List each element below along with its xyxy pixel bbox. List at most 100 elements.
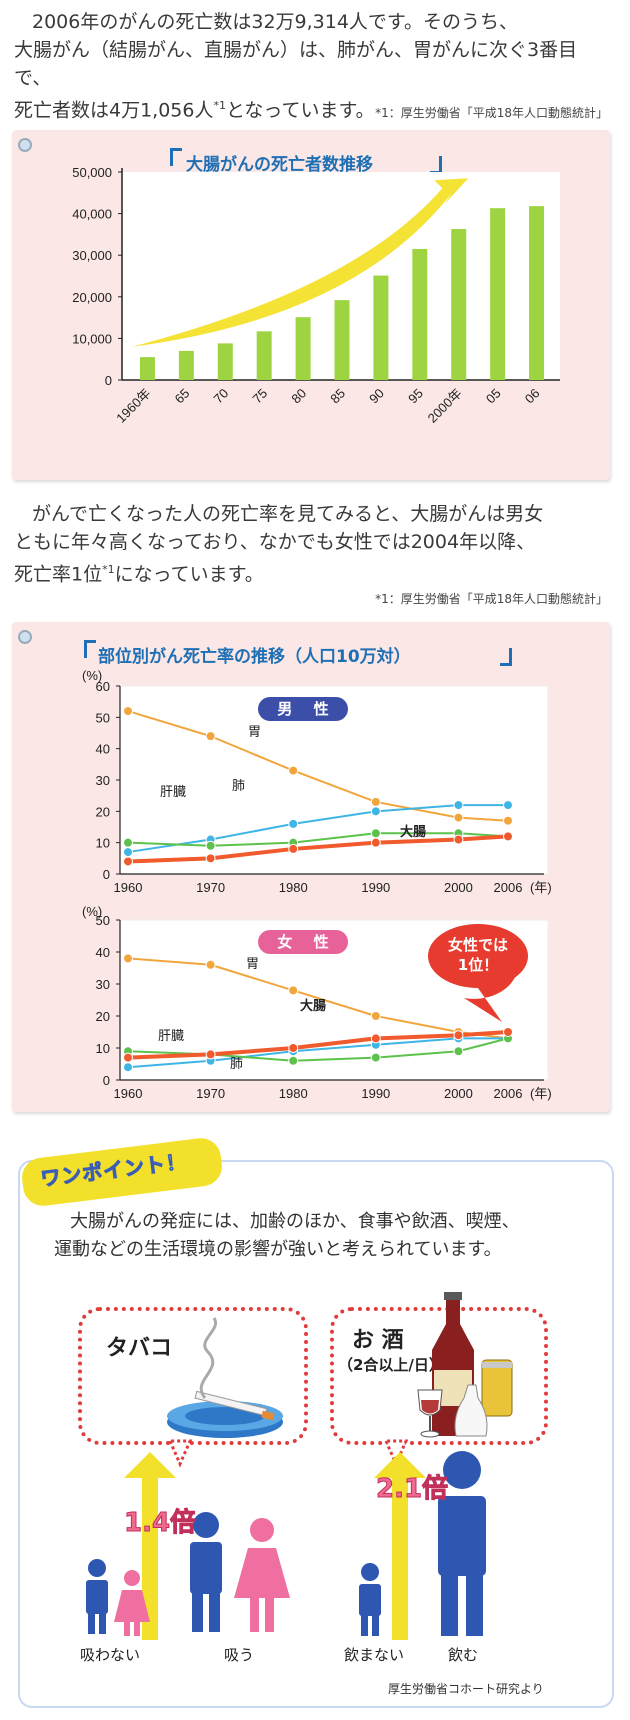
female-badge: 女 性 [258,930,348,954]
y-unit-label: (%) [82,904,102,919]
tokkuri-icon [454,1384,488,1437]
x-tick-label: 1990 [361,880,390,895]
intro1-line3-b: となっています。 [225,99,375,122]
smoke-caption: 吸う [224,1646,255,1664]
bar [451,228,467,380]
beer-can-icon [481,1359,513,1417]
pin-icon [18,138,32,152]
intro2-line3: 死亡率1位*1になっています。 [14,556,614,588]
male-badge: 男 性 [258,697,348,721]
y-tick-label: 20 [96,804,110,819]
x-tick-label: 1960 [114,880,143,895]
intro1-line2: 大腸がん（結腸がん、直腸がん）は、肺がん、胃がんに次ぐ3番目で、 [14,39,578,89]
data-point [205,959,216,970]
data-point [453,1046,464,1057]
y-tick-label: 50,000 [72,165,112,180]
intro1-line3: 死亡者数は4万1,056人*1となっています。 [14,92,614,124]
y-tick-label: 10 [96,836,110,851]
bar [334,300,350,380]
series-line [127,804,508,854]
man-figure-icon [86,1559,108,1634]
bracket-open-icon [84,640,96,658]
y-tick-label: 30 [96,773,110,788]
data-point [453,812,464,823]
bar [373,275,389,380]
x-unit-label: (年) [530,1086,552,1101]
x-unit-label: (年) [530,880,552,895]
data-point [503,800,513,811]
series-label: 肺 [230,1056,243,1071]
y-tick-label: 40,000 [72,207,112,222]
y-tick-label: 20,000 [72,290,112,305]
y-tick-label: 0 [103,1073,110,1088]
data-point [453,1030,464,1041]
alcohol-sublabel: （2合以上/日） [338,1356,444,1374]
series-line [127,832,509,847]
tobacco-label: タバコ [106,1336,173,1361]
bubble-tail [167,1439,193,1468]
data-point [123,953,133,964]
man-figure-icon [359,1563,381,1636]
data-point [123,1052,133,1063]
bar [256,331,272,380]
y-tick-label: 50 [96,913,110,928]
data-point [288,1043,299,1053]
x-tick-label: 2000 [444,880,473,895]
x-tick-label: 1980 [279,1086,308,1101]
increase-arrow-icon [124,1452,176,1640]
cohort-source: 厚生労働省コホート研究より [388,1682,544,1696]
tobacco-multiplier: 1.4倍 [123,1508,197,1539]
annotation-text-2: 1位！ [458,956,498,974]
series-line [127,1037,508,1069]
man-figure-icon [438,1451,486,1636]
series-label: 胃 [248,724,261,739]
footnote-marker: *1 [213,99,226,112]
bar [295,317,311,380]
intro2-line3-b: になっています。 [114,563,264,586]
bar [529,206,545,380]
data-point [288,765,299,776]
y-tick-label: 30,000 [72,248,112,263]
x-tick-label: 2000 [444,1086,473,1101]
intro2-line2: ともに年々高くなっており、なかでも女性では2004年以降、 [14,531,536,553]
man-figure-icon [190,1512,222,1632]
data-point [123,837,133,848]
y-tick-label: 0 [105,373,112,388]
data-point [205,853,216,864]
bar [217,343,233,380]
data-point [503,1027,513,1037]
source-note-2: *1：厚生労働省「平成18年人口動態統計」 [375,592,608,606]
intro2-line3-a: 死亡率1位 [14,563,103,586]
woman-figure-icon [234,1518,290,1632]
series-label: 肝臓 [160,784,186,799]
data-point [123,856,133,867]
data-point [370,806,381,817]
y-tick-label: 10 [96,1041,110,1056]
x-tick-label: 1960 [114,1086,143,1101]
y-tick-label: 40 [96,945,110,960]
bar [490,208,506,380]
y-tick-label: 20 [96,1009,110,1024]
bar [178,350,194,380]
intro2-line1: がんで亡くなった人の死亡率を見てみると、大腸がんは男女 [32,503,544,525]
bar-chart-title: 大腸がんの死亡者数推移 [186,155,373,175]
woman-figure-icon [114,1570,150,1636]
data-point [205,1049,216,1060]
data-point [503,815,513,826]
x-tick-label: 1990 [361,1086,390,1101]
line-chart-title: 部位別がん死亡率の推移（人口10万対） [98,647,411,667]
data-point [503,831,513,842]
data-point [370,837,381,848]
series-line [127,1030,509,1060]
annotation-bubble [428,924,528,988]
data-point [453,800,464,811]
series-label: 肝臓 [158,1028,184,1043]
alcohol-multiplier: 2.1倍 [375,1474,449,1505]
ashtray-icon [167,1317,283,1438]
x-tick-label: 1970 [196,1086,225,1101]
data-point [288,1055,299,1066]
series-label: 大腸 [400,824,426,839]
data-point [205,840,216,851]
